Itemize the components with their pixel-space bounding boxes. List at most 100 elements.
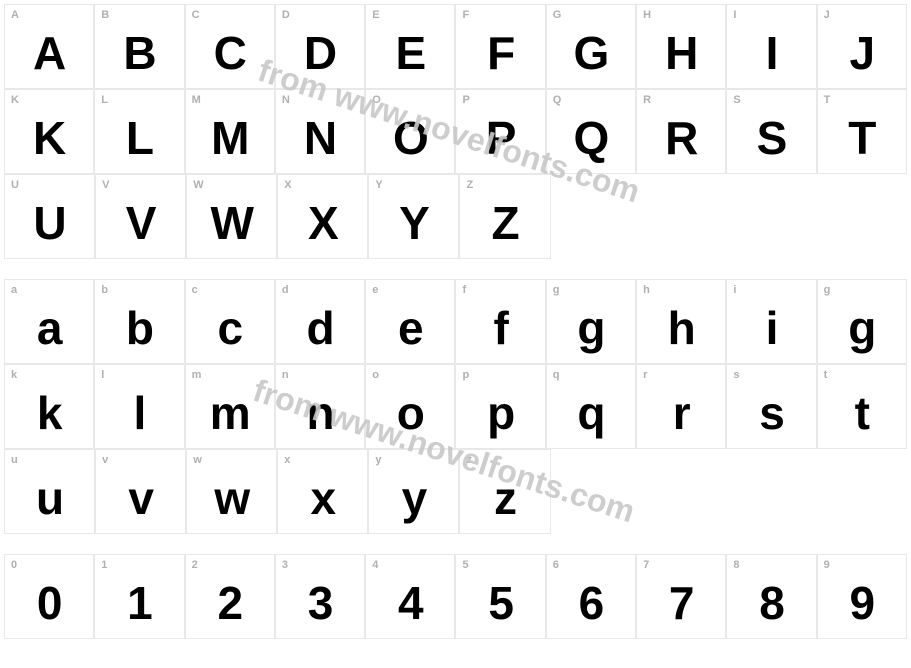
cell-glyph: K bbox=[33, 111, 65, 165]
cell-key-label: Y bbox=[375, 179, 382, 191]
cell-glyph: u bbox=[36, 471, 63, 525]
character-cell: ss bbox=[726, 364, 816, 449]
character-cell: LL bbox=[94, 89, 184, 174]
character-cell bbox=[640, 449, 729, 534]
character-row: kkllmmnnooppqqrrsstt bbox=[4, 364, 907, 449]
character-row-group: aabbccddeeffgghhiiggkkllmmnnooppqqrrsstt… bbox=[4, 279, 907, 534]
character-cell: yy bbox=[368, 449, 459, 534]
character-cell bbox=[818, 449, 907, 534]
cell-key-label: W bbox=[193, 179, 203, 191]
cell-key-label: e bbox=[372, 284, 378, 296]
character-cell: hh bbox=[636, 279, 726, 364]
cell-glyph: M bbox=[211, 111, 248, 165]
character-cell: RR bbox=[636, 89, 726, 174]
character-cell: 44 bbox=[365, 554, 455, 639]
character-cell: qq bbox=[546, 364, 636, 449]
character-cell: 11 bbox=[94, 554, 184, 639]
cell-key-label: D bbox=[282, 9, 290, 21]
cell-key-label: L bbox=[101, 94, 108, 106]
cell-key-label: 3 bbox=[282, 559, 288, 571]
cell-glyph: 9 bbox=[850, 576, 875, 630]
cell-glyph: i bbox=[766, 301, 778, 355]
cell-glyph: F bbox=[487, 26, 514, 80]
character-cell bbox=[551, 449, 640, 534]
cell-glyph: b bbox=[126, 301, 153, 355]
cell-key-label: U bbox=[11, 179, 19, 191]
cell-glyph: Y bbox=[399, 196, 429, 250]
cell-key-label: d bbox=[282, 284, 289, 296]
cell-key-label: v bbox=[102, 454, 108, 466]
cell-glyph: r bbox=[673, 386, 690, 440]
character-cell: mm bbox=[185, 364, 275, 449]
character-cell: oo bbox=[365, 364, 455, 449]
character-cell bbox=[551, 174, 640, 259]
cell-key-label: 1 bbox=[101, 559, 107, 571]
character-cell: tt bbox=[817, 364, 907, 449]
cell-glyph: c bbox=[217, 301, 242, 355]
character-cell: YY bbox=[368, 174, 459, 259]
cell-key-label: t bbox=[824, 369, 828, 381]
character-cell: II bbox=[726, 4, 816, 89]
character-cell: MM bbox=[185, 89, 275, 174]
character-cell: QQ bbox=[546, 89, 636, 174]
character-row: UUVVWWXXYYZZ bbox=[4, 174, 907, 259]
cell-key-label: i bbox=[733, 284, 736, 296]
character-cell: gg bbox=[817, 279, 907, 364]
cell-glyph: g bbox=[577, 301, 604, 355]
character-cell: JJ bbox=[817, 4, 907, 89]
character-cell: GG bbox=[546, 4, 636, 89]
cell-key-label: J bbox=[824, 9, 830, 21]
cell-glyph: 6 bbox=[579, 576, 604, 630]
cell-glyph: 3 bbox=[308, 576, 333, 630]
character-cell: bb bbox=[94, 279, 184, 364]
character-row: 00112233445566778899 bbox=[4, 554, 907, 639]
character-cell: UU bbox=[4, 174, 95, 259]
character-cell: gg bbox=[546, 279, 636, 364]
cell-glyph: k bbox=[37, 386, 62, 440]
cell-glyph: J bbox=[850, 26, 875, 80]
character-cell: dd bbox=[275, 279, 365, 364]
cell-glyph: H bbox=[665, 26, 697, 80]
character-cell: nn bbox=[275, 364, 365, 449]
character-cell: TT bbox=[817, 89, 907, 174]
cell-glyph: 1 bbox=[127, 576, 152, 630]
cell-glyph: V bbox=[126, 196, 156, 250]
cell-key-label: R bbox=[643, 94, 651, 106]
cell-glyph: L bbox=[126, 111, 153, 165]
character-cell: VV bbox=[95, 174, 186, 259]
cell-key-label: a bbox=[11, 284, 17, 296]
character-row: KKLLMMNNOOPPQQRRSSTT bbox=[4, 89, 907, 174]
cell-key-label: f bbox=[462, 284, 466, 296]
character-cell: ZZ bbox=[459, 174, 550, 259]
character-cell bbox=[729, 449, 818, 534]
cell-key-label: s bbox=[733, 369, 739, 381]
cell-glyph: I bbox=[766, 26, 778, 80]
group-spacer bbox=[4, 259, 907, 279]
character-cell: 66 bbox=[546, 554, 636, 639]
cell-glyph: 2 bbox=[217, 576, 242, 630]
cell-glyph: 7 bbox=[669, 576, 694, 630]
cell-key-label: F bbox=[462, 9, 469, 21]
cell-key-label: x bbox=[284, 454, 290, 466]
cell-key-label: 2 bbox=[192, 559, 198, 571]
character-cell: vv bbox=[95, 449, 186, 534]
character-cell: uu bbox=[4, 449, 95, 534]
cell-key-label: n bbox=[282, 369, 289, 381]
character-cell: NN bbox=[275, 89, 365, 174]
cell-key-label: P bbox=[462, 94, 469, 106]
cell-key-label: m bbox=[192, 369, 202, 381]
cell-glyph: x bbox=[311, 471, 336, 525]
character-cell: ff bbox=[455, 279, 545, 364]
cell-glyph: z bbox=[494, 471, 516, 525]
character-cell: xx bbox=[277, 449, 368, 534]
cell-glyph: X bbox=[308, 196, 338, 250]
cell-glyph: A bbox=[33, 26, 65, 80]
cell-key-label: V bbox=[102, 179, 109, 191]
character-cell: BB bbox=[94, 4, 184, 89]
cell-glyph: t bbox=[855, 386, 869, 440]
cell-glyph: h bbox=[668, 301, 695, 355]
cell-key-label: E bbox=[372, 9, 379, 21]
character-cell: 33 bbox=[275, 554, 365, 639]
cell-key-label: N bbox=[282, 94, 290, 106]
character-cell: 00 bbox=[4, 554, 94, 639]
